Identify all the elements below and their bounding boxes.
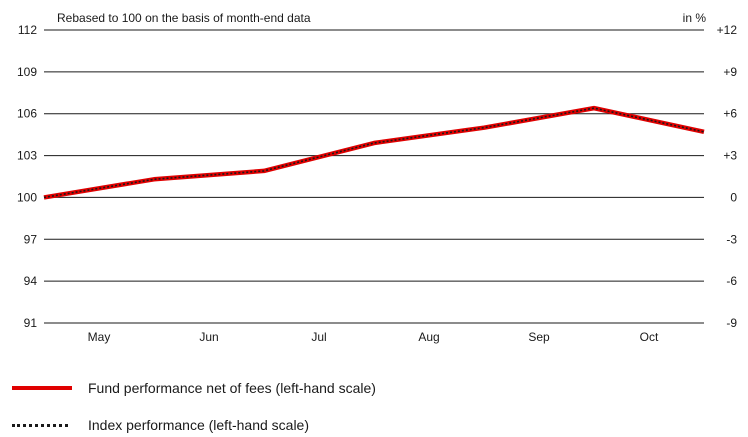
series-lines — [43, 105, 705, 200]
y-left-tick-label: 97 — [24, 232, 38, 246]
series-line-index — [43, 107, 705, 199]
legend-item-index: Index performance (left-hand scale) — [12, 413, 712, 437]
y-right-tick-label: +3 — [723, 149, 737, 163]
y-left-tick-label: 91 — [24, 316, 38, 330]
y-left-tick-label: 100 — [17, 190, 37, 204]
x-tick-label: May — [88, 330, 111, 344]
x-tick-label: Jul — [311, 330, 326, 344]
y-left-tick-label: 106 — [17, 107, 37, 121]
legend-label-index: Index performance (left-hand scale) — [88, 417, 309, 433]
gridlines — [44, 29, 704, 324]
legend-item-fund: Fund performance net of fees (left-hand … — [12, 376, 712, 400]
y-right-tick-label: +12 — [717, 23, 738, 37]
axis-ticks: 91 -9 94 -6 97 -3 100 0 103 +3 106 +6 109 +9 112 +12 May… — [17, 23, 737, 344]
x-tick-label: Aug — [418, 330, 439, 344]
y-left-tick-label: 109 — [17, 65, 37, 79]
x-tick-label: Sep — [528, 330, 550, 344]
unit-label: in % — [683, 11, 707, 25]
legend-swatch-solid-red — [12, 383, 72, 393]
y-left-tick-label: 112 — [18, 23, 37, 37]
y-right-tick-label: -3 — [726, 232, 737, 246]
y-left-tick-label: 103 — [17, 149, 37, 163]
y-right-tick-label: +9 — [723, 65, 737, 79]
y-right-tick-label: 0 — [730, 190, 737, 204]
chart-note-left: Rebased to 100 on the basis of month-end… — [57, 11, 311, 25]
series-line-fund — [43, 105, 705, 200]
x-tick-label: Jun — [199, 330, 218, 344]
x-tick-label: Oct — [640, 330, 659, 344]
legend-swatch-dotted-black — [12, 420, 72, 430]
legend-label-fund: Fund performance net of fees (left-hand … — [88, 380, 376, 396]
y-left-tick-label: 94 — [24, 274, 38, 288]
y-right-tick-label: +6 — [723, 107, 737, 121]
y-right-tick-label: -6 — [726, 274, 737, 288]
y-right-tick-label: -9 — [726, 316, 737, 330]
